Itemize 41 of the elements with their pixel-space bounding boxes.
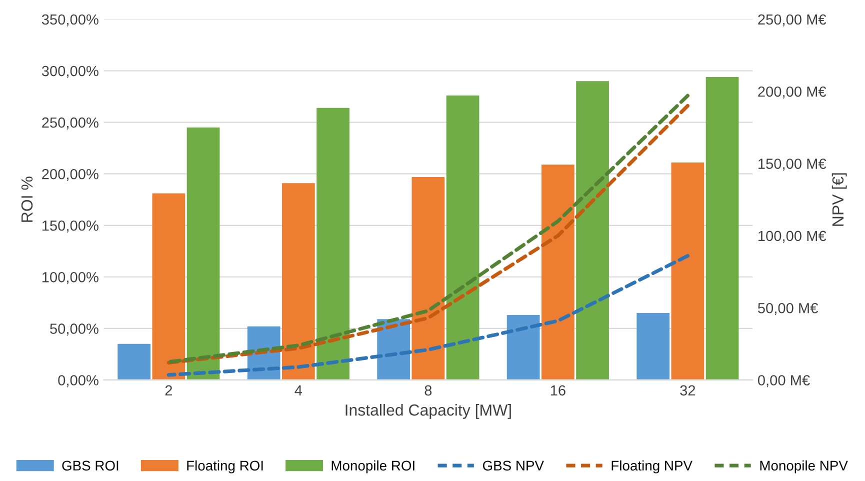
bar bbox=[576, 81, 609, 380]
y-tick-label: 300,00% bbox=[42, 66, 98, 78]
x-tick-label: 16 bbox=[550, 385, 566, 396]
bar bbox=[118, 344, 151, 380]
y-tick-label: 150,00% bbox=[42, 220, 98, 233]
x-tick-label: 4 bbox=[294, 385, 302, 396]
legend-label: GBS ROI bbox=[62, 460, 118, 471]
x-axis-title: Installed Capacity [MW] bbox=[346, 404, 511, 419]
bar bbox=[541, 164, 574, 380]
y-tick-label: 100,00% bbox=[42, 272, 98, 284]
bar bbox=[506, 315, 540, 380]
bar bbox=[636, 312, 670, 380]
bar bbox=[706, 76, 739, 380]
y2-tick-label: 100,00 M€ bbox=[758, 230, 826, 243]
y-tick-label: 50,00% bbox=[50, 324, 98, 336]
bar bbox=[186, 127, 220, 380]
y2-tick-label: 50,00 M€ bbox=[758, 302, 818, 315]
y2-axis-title: NPV [€] bbox=[832, 173, 847, 226]
y2-tick-label: 250,00 M€ bbox=[758, 14, 826, 26]
legend-label: Floating ROI bbox=[187, 460, 263, 474]
x-tick-label: 32 bbox=[680, 385, 696, 396]
legend-label: Floating NPV bbox=[612, 460, 692, 474]
bar bbox=[446, 96, 480, 380]
y-tick-label: 200,00% bbox=[42, 168, 98, 181]
legend-label: GBS NPV bbox=[482, 460, 544, 471]
y-tick-label: 350,00% bbox=[42, 14, 98, 26]
y-axis-title: ROI % bbox=[21, 176, 33, 222]
bar bbox=[316, 108, 350, 380]
y-tick-label: 0,00% bbox=[58, 375, 98, 388]
y-tick-label: 250,00% bbox=[42, 117, 98, 130]
y2-tick-label: 0,00 M€ bbox=[758, 375, 810, 388]
legend-label: Monopile NPV bbox=[760, 460, 848, 474]
bar bbox=[152, 193, 186, 380]
bar bbox=[282, 183, 315, 380]
bar bbox=[412, 176, 445, 380]
x-tick-label: 8 bbox=[424, 385, 432, 396]
y2-tick-label: 150,00 M€ bbox=[758, 158, 826, 171]
x-tick-label: 2 bbox=[165, 385, 172, 396]
legend-label: Monopile ROI bbox=[332, 460, 414, 474]
y2-tick-label: 200,00 M€ bbox=[758, 86, 826, 99]
bar bbox=[671, 162, 704, 380]
